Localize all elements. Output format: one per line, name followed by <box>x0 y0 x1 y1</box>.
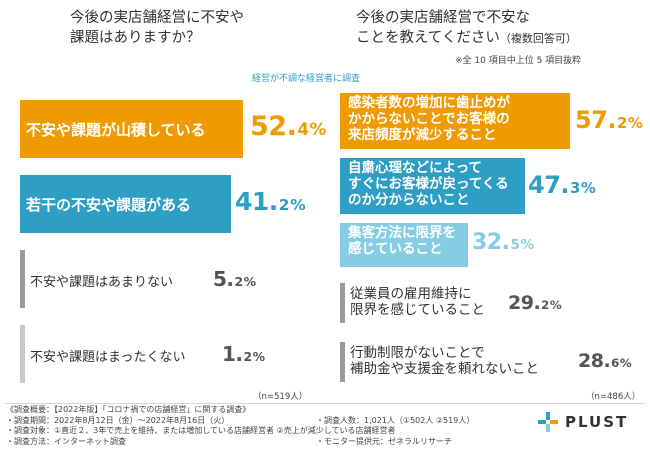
right-value-5-dec: 6 <box>611 356 619 370</box>
right-question-title: 今後の実店舗経営で不安な ことを教えてください（複数回答可） <box>356 8 577 49</box>
left-value-2: 41.2% <box>235 187 306 216</box>
right-bar-2-line3: のか分からないこと <box>348 192 470 208</box>
footer-provider: ・モニター提供元：ゼネラルリサーチ <box>316 436 452 446</box>
right-bar-4-line1: 従業員の雇用維持に <box>350 286 472 302</box>
left-bar-2-label: 若干の不安や課題がある <box>26 195 192 214</box>
right-bar-5-line2: 補助金や支援金を頼れないこと <box>350 361 539 377</box>
right-value-5: 28.6% <box>578 350 632 372</box>
right-value-5-num: 28. <box>578 350 611 372</box>
left-value-4-dec: 2 <box>243 349 253 364</box>
left-value-1-num: 52. <box>250 111 297 142</box>
right-value-4-num: 29. <box>508 292 541 314</box>
right-value-3: 32.5% <box>472 230 534 255</box>
right-bar-1: 感染者数の増加に歯止めが かからないことでお客様の 来店頻度が減少すること <box>340 93 570 149</box>
right-n-note: （n=486人） <box>586 392 641 402</box>
left-question-line1: 今後の実店舗経営に不安や <box>70 10 244 26</box>
right-bar-2-line1: 自粛心理などによって <box>348 160 482 176</box>
right-bar-1-text: 感染者数の増加に歯止めが かからないことでお客様の 来店頻度が減少すること <box>348 95 510 143</box>
left-value-4: 1.2% <box>222 342 265 366</box>
left-value-2-dec: 2 <box>278 196 290 214</box>
left-bar-1: 不安や課題が山積している <box>20 100 243 158</box>
right-bar-3-line2: 感じていること <box>348 241 443 257</box>
footer-target: ・調査対象：①直近２、3年で売上を維持、または増加している店舗経営者 ②売上が減… <box>6 426 396 435</box>
right-question-line1: 今後の実店舗経営で不安な <box>356 10 530 26</box>
right-bar-1-line1: 感染者数の増加に歯止めが <box>348 95 510 111</box>
right-bar-2: 自粛心理などによって すぐにお客様が戻ってくる のか分からないこと <box>340 158 525 214</box>
footer-divider <box>5 403 645 404</box>
right-question-line2: ことを教えてください（複数回答可） <box>356 28 577 49</box>
right-value-1-dec: 2 <box>617 114 627 132</box>
plust-logo-icon <box>538 412 558 432</box>
plust-logo: PLUST <box>537 411 628 433</box>
right-value-2-num: 47. <box>528 171 570 199</box>
footer-row-1: ・調査期間：2022年8月12日（金）〜2022年8月16日（火） ・調査人数：… <box>6 416 546 427</box>
left-value-1: 52.4% <box>250 111 326 142</box>
plust-logo-text: PLUST <box>565 413 629 431</box>
right-value-1-num: 57. <box>575 106 617 134</box>
right-bar-4 <box>340 283 345 323</box>
right-value-2: 47.3% <box>528 171 596 199</box>
right-bar-5-text: 行動制限がないことで 補助金や支援金を頼れないこと <box>350 345 539 377</box>
footer-method: ・調査方法：インターネット調査 <box>6 436 126 446</box>
footer: 《調査概要：【2022年版】「コロナ禍での店舗経営」に関する調査》 ・調査期間：… <box>6 405 546 447</box>
left-n-note: （n=519人） <box>253 392 308 402</box>
footer-period: ・調査期間：2022年8月12日（金）〜2022年8月16日（火） <box>6 415 230 425</box>
left-value-3-dec: 2 <box>234 274 244 289</box>
left-bar-3-label: 不安や課題はあまりない <box>30 275 174 290</box>
left-question-line2: 課題はありますか？ <box>70 30 201 46</box>
right-bar-4-line2: 限界を感じていること <box>350 302 485 318</box>
footer-respondents: ・調査人数：1,021人（①502人 ②519人） <box>316 415 475 425</box>
right-value-4: 29.2% <box>508 292 562 314</box>
left-value-1-dec: 4 <box>297 119 309 139</box>
left-value-2-num: 41. <box>235 187 278 216</box>
right-bar-3-text: 集客方法に限界を 感じていること <box>348 225 456 257</box>
right-question-line2-main: ことを教えてください <box>356 30 500 46</box>
left-bar-4 <box>20 325 25 383</box>
right-bar-4-text: 従業員の雇用維持に 限界を感じていること <box>350 286 485 318</box>
right-question-note: ※全 10 項目中上位 5 項目抜粋 <box>455 56 582 66</box>
right-value-1: 57.2% <box>575 106 643 134</box>
right-question-suffix: （複数回答可） <box>499 32 577 45</box>
survey-subtitle: 経営が不調な経営者に調査 <box>252 74 361 84</box>
left-bar-2: 若干の不安や課題がある <box>20 175 231 233</box>
left-value-3: 5.2% <box>213 267 256 291</box>
left-value-3-num: 5. <box>213 267 234 291</box>
left-value-4-num: 1. <box>222 342 243 366</box>
right-bar-1-line2: かからないことでお客様の <box>348 111 510 127</box>
left-bar-4-label: 不安や課題はまったくない <box>30 350 186 365</box>
right-value-4-dec: 2 <box>541 298 549 312</box>
right-bar-1-line3: 来店頻度が減少すること <box>348 127 497 143</box>
right-value-3-num: 32. <box>472 230 510 255</box>
footer-row-3: ・調査方法：インターネット調査 ・モニター提供元：ゼネラルリサーチ <box>6 437 546 448</box>
left-question-title: 今後の実店舗経営に不安や 課題はありますか？ <box>70 8 244 48</box>
right-value-2-dec: 3 <box>570 179 580 197</box>
left-bar-3 <box>20 250 25 308</box>
right-bar-2-line2: すぐにお客様が戻ってくる <box>348 176 509 192</box>
right-bar-5 <box>340 342 345 382</box>
right-bar-3-line1: 集客方法に限界を <box>348 225 456 241</box>
right-bar-3: 集客方法に限界を 感じていること <box>340 223 468 267</box>
right-bar-5-line1: 行動制限がないことで <box>350 345 485 361</box>
left-bar-1-label: 不安や課題が山積している <box>26 120 206 139</box>
right-value-3-dec: 5 <box>510 237 520 253</box>
right-bar-2-text: 自粛心理などによって すぐにお客様が戻ってくる のか分からないこと <box>348 160 509 208</box>
footer-title: 《調査概要：【2022年版】「コロナ禍での店舗経営」に関する調査》 <box>6 405 251 414</box>
